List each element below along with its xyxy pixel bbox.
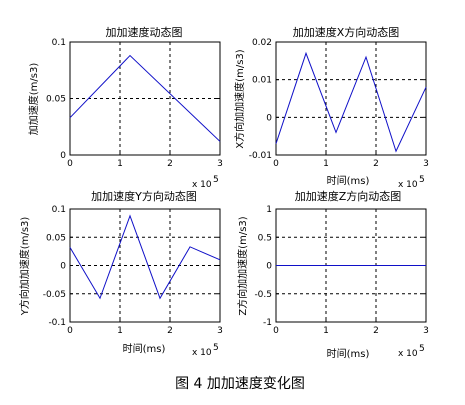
subplot-1: 加加速度动态图 加加速度(m/s3) 0 1 2 3 0 0.05 0.1 x 10 5 [27,25,223,190]
s4-y-tick-label: 0.5 [258,233,272,243]
s1-series-line [69,54,221,142]
subplot-4-x-exponent: x 10 [398,349,418,359]
s4-x-tick-label: 0 [273,326,279,336]
subplot-1-x-exponent: x 10 [192,180,212,190]
s3-x-tick-label: 3 [217,326,223,336]
subplot-3-x-exponent-power: 5 [213,343,219,353]
s3-y-tick-label: 0.05 [46,233,66,243]
subplot-3-plot: 0 1 2 3 -0.1 -0.05 0 0.05 0.1 [43,205,223,336]
s2-series-line [275,51,427,153]
subplot-4-plot: 0 1 2 3 -1 -0.5 0 0.5 1 [254,205,428,336]
s2-x-tick-label: 0 [273,159,279,169]
subplot-4-ylabel: Z方向加加速度(m/s3) [236,216,249,315]
s2-x-tick-label: 3 [423,159,429,169]
subplot-3-title: 加加速度Y方向动态图 [91,189,197,203]
subplot-2-title: 加加速度X方向动态图 [293,25,400,39]
s1-x-tick-label: 2 [167,159,173,169]
subplot-4-x-exponent-power: 5 [419,344,425,354]
s3-y-tick-label: -0.1 [48,318,66,328]
s1-y-tick-label: 0.1 [52,38,66,48]
subplot-1-title: 加加速度动态图 [106,25,183,39]
s2-axes-frame [275,41,427,156]
s2-y-tick-label: 0.01 [252,76,272,86]
subplot-3-ylabel: Y方向加加速度(m/s3) [18,217,31,317]
s4-y-tick-label: 1 [266,205,272,215]
subplot-2-xlabel: 时间(ms) [327,174,370,187]
s3-y-tick-label: -0.05 [43,290,66,300]
subplot-1-plot: 0 1 2 3 0 0.05 0.1 [46,38,223,169]
s4-y-tick-label: -1 [263,318,272,328]
s3-axes-frame [69,208,221,323]
s3-x-tick-label: 0 [67,326,73,336]
s1-x-tick-label: 0 [67,159,73,169]
subplot-4: 加加速度Z方向动态图 Z方向加加速度(m/s3) 0 1 2 3 -1 -0.5 0 0.5 1… [236,189,429,360]
s4-y-tick-label: 0 [266,262,272,272]
s2-y-tick-label: -0.01 [249,151,272,161]
s1-axes-frame [69,41,221,156]
figure-caption: 图 4 加加速度变化图 [175,376,305,392]
subplot-1-x-exponent-power: 5 [213,175,219,185]
subplot-2-x-exponent-power: 5 [419,175,425,185]
s1-y-tick-label: 0 [60,151,66,161]
s2-x-tick-label: 2 [373,159,379,169]
s2-y-tick-label: 0 [266,113,272,123]
subplot-3: 加加速度Y方向动态图 Y方向加加速度(m/s3) 0 1 2 3-0.1-0.0500… [18,189,223,358]
subplot-2-ylabel: X方向加加速度(m/s3) [233,49,246,148]
s4-y-tick-label: -0.5 [254,290,272,300]
s3-x-tick-label: 1 [117,326,123,336]
subplot-4-xlabel: 时间(ms) [327,347,370,360]
s1-x-tick-label: 3 [217,159,223,169]
s1-x-tick-label: 1 [117,159,123,169]
subplot-2-x-exponent: x 10 [398,180,418,190]
s3-x-tick-label: 2 [167,326,173,336]
s3-y-tick-label: 0 [60,262,66,272]
subplot-3-x-exponent: x 10 [192,348,212,358]
s4-x-tick-label: 1 [323,326,329,336]
subplot-4-title: 加加速度Z方向动态图 [295,189,402,203]
s4-x-tick-label: 3 [423,326,429,336]
subplot-3-xlabel: 时间(ms) [123,342,166,355]
s4-x-tick-label: 2 [373,326,379,336]
s1-y-tick-label: 0.05 [46,95,66,105]
s2-x-tick-label: 1 [323,159,329,169]
subplot-1-ylabel: 加加速度(m/s3) [27,63,40,136]
s3-y-tick-label: 0.1 [52,205,66,215]
subplot-2: 加加速度X方向动态图 X方向加加速度(m/s3) 0 1 2 3-0.0100.010… [233,25,429,190]
s2-y-tick-label: 0.02 [252,38,272,48]
s3-series-line [69,214,221,300]
